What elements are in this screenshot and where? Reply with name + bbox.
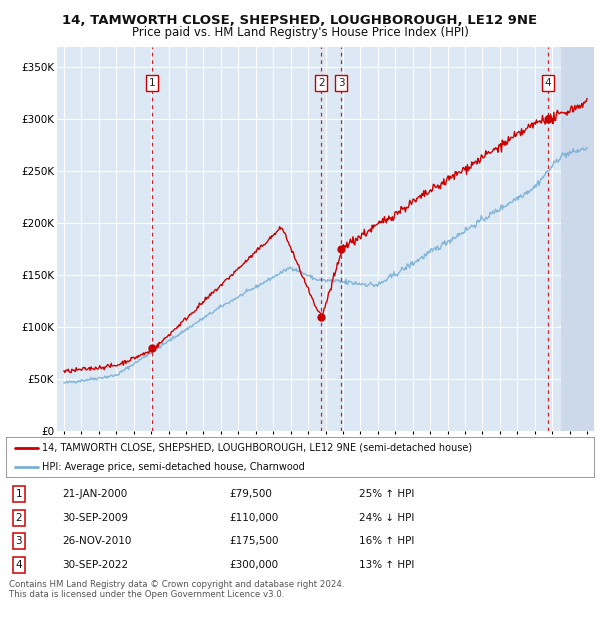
Text: 30-SEP-2009: 30-SEP-2009 <box>62 513 128 523</box>
Text: 26-NOV-2010: 26-NOV-2010 <box>62 536 131 546</box>
Text: 3: 3 <box>338 78 344 88</box>
Text: 2: 2 <box>318 78 325 88</box>
Bar <box>561 46 600 431</box>
Text: 24% ↓ HPI: 24% ↓ HPI <box>359 513 414 523</box>
Text: 30-SEP-2022: 30-SEP-2022 <box>62 560 128 570</box>
Text: £79,500: £79,500 <box>229 489 272 499</box>
Text: £175,500: £175,500 <box>229 536 279 546</box>
Text: 1: 1 <box>16 489 22 499</box>
Text: 3: 3 <box>16 536 22 546</box>
Text: HPI: Average price, semi-detached house, Charnwood: HPI: Average price, semi-detached house,… <box>43 461 305 472</box>
Text: 4: 4 <box>16 560 22 570</box>
Text: 1: 1 <box>149 78 155 88</box>
Text: 21-JAN-2000: 21-JAN-2000 <box>62 489 127 499</box>
Text: 14, TAMWORTH CLOSE, SHEPSHED, LOUGHBOROUGH, LE12 9NE (semi-detached house): 14, TAMWORTH CLOSE, SHEPSHED, LOUGHBOROU… <box>43 443 473 453</box>
Text: Price paid vs. HM Land Registry's House Price Index (HPI): Price paid vs. HM Land Registry's House … <box>131 26 469 39</box>
Text: Contains HM Land Registry data © Crown copyright and database right 2024.
This d: Contains HM Land Registry data © Crown c… <box>9 580 344 599</box>
Text: 14, TAMWORTH CLOSE, SHEPSHED, LOUGHBOROUGH, LE12 9NE: 14, TAMWORTH CLOSE, SHEPSHED, LOUGHBOROU… <box>62 14 538 27</box>
Text: 4: 4 <box>544 78 551 88</box>
Text: 25% ↑ HPI: 25% ↑ HPI <box>359 489 414 499</box>
Text: 13% ↑ HPI: 13% ↑ HPI <box>359 560 414 570</box>
Text: £300,000: £300,000 <box>229 560 278 570</box>
Text: 16% ↑ HPI: 16% ↑ HPI <box>359 536 414 546</box>
Text: 2: 2 <box>16 513 22 523</box>
Text: £110,000: £110,000 <box>229 513 278 523</box>
